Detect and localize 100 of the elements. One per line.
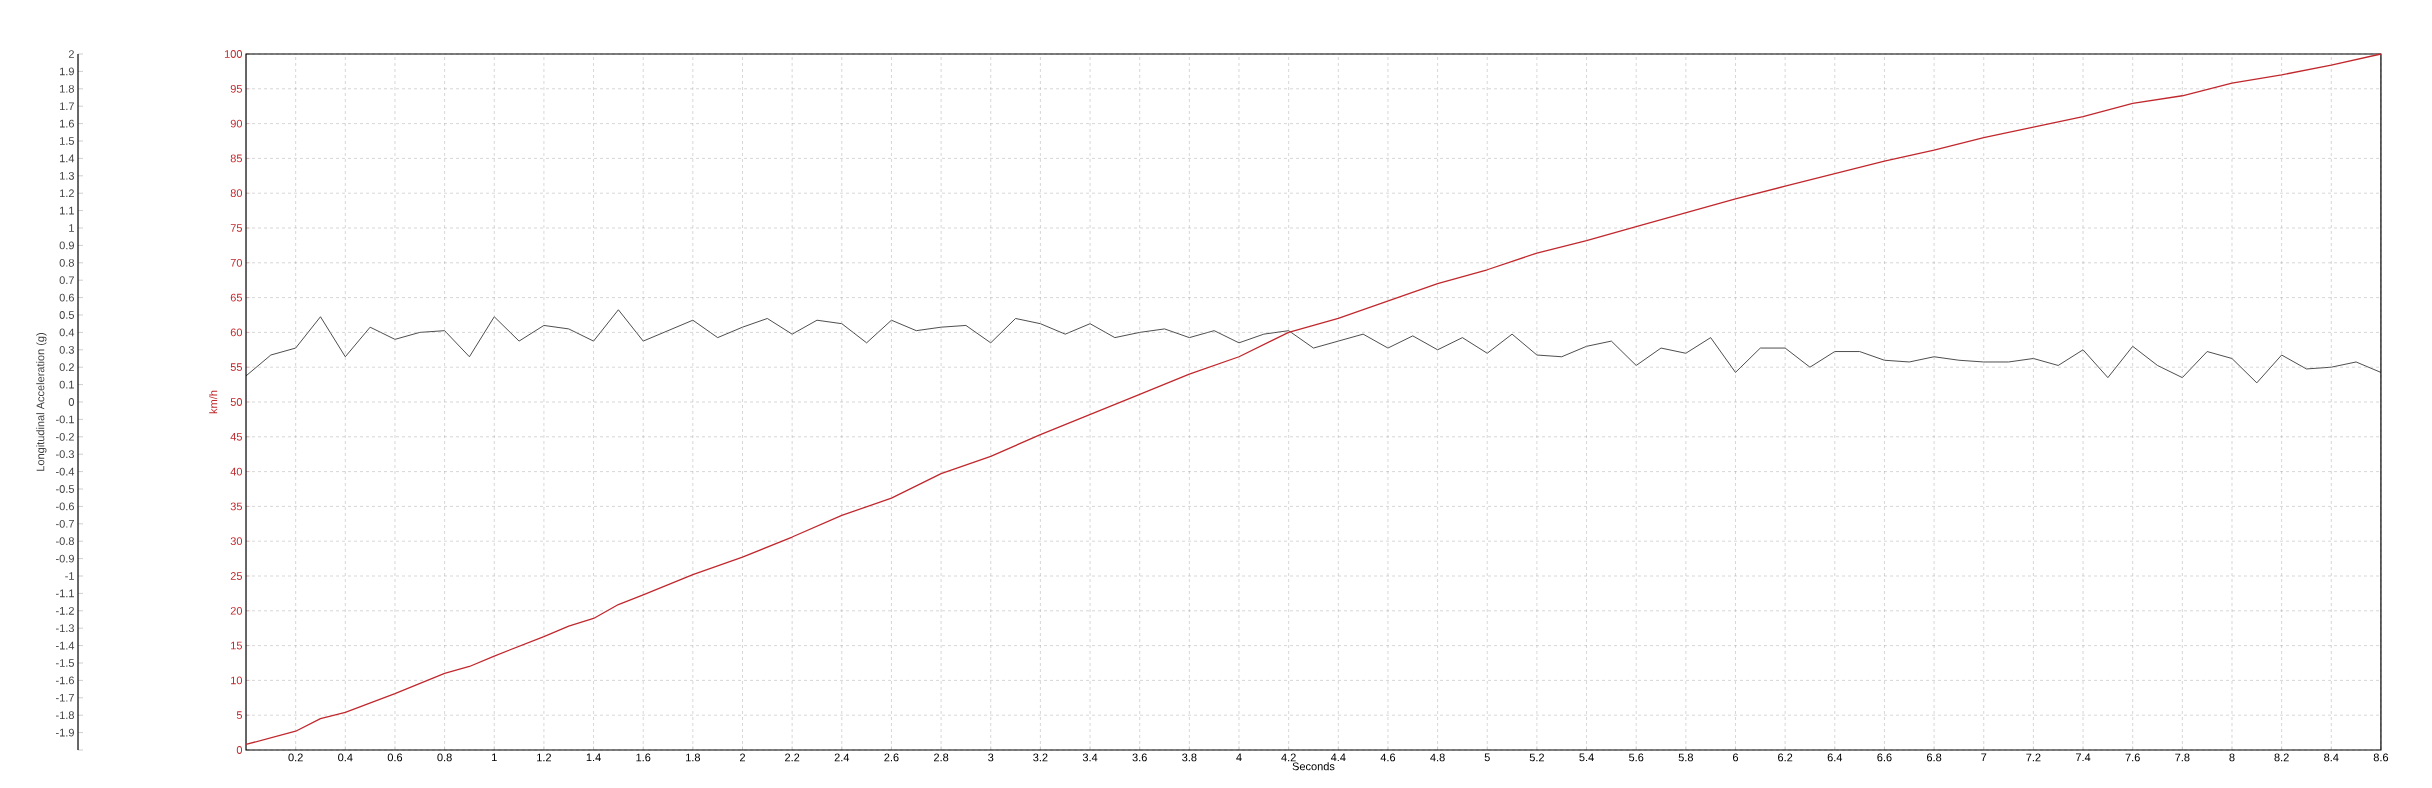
- y2-tick-label: 40: [230, 467, 243, 476]
- y2-tick-label: 80: [230, 189, 243, 198]
- x-tick-label: 2.2: [785, 753, 800, 762]
- x-tick-label: 7.2: [2026, 753, 2041, 762]
- y-tick-label: -1.1: [56, 589, 74, 598]
- y-tick-label: 0.2: [59, 363, 74, 372]
- x-tick-label: 4.4: [1330, 753, 1346, 762]
- y-tick-label: 0.7: [59, 276, 74, 285]
- y-tick-label: -1.9: [56, 728, 74, 737]
- y-tick-label: 0.8: [59, 258, 74, 267]
- x-tick-label: 7.6: [2125, 753, 2140, 762]
- x-tick-label: 2.6: [884, 753, 899, 762]
- y-tick-label: 1.7: [60, 102, 74, 110]
- y-tick-label: -0.6: [56, 502, 74, 511]
- y-tick-label: 0.9: [59, 241, 74, 250]
- y-tick-label: 1.5: [60, 137, 74, 145]
- x-tick-label: 7.4: [2075, 753, 2091, 762]
- y2-tick-label: 5: [236, 711, 243, 720]
- x-tick-label: 5.6: [1628, 753, 1644, 762]
- y-tick-label: -0.2: [56, 432, 74, 441]
- x-tick-label: 0.4: [338, 753, 353, 762]
- y2-tick-label: 10: [231, 676, 243, 685]
- x-tick-label: 3.6: [1132, 753, 1147, 762]
- y-tick-label: -0.8: [56, 537, 74, 546]
- x-tick-label: 8.2: [2274, 753, 2289, 762]
- y-tick-label: 0.3: [59, 345, 74, 354]
- x-tick-label: 4.2: [1281, 753, 1296, 762]
- x-tick-label: 4: [1236, 753, 1242, 762]
- x-axis-title: Seconds: [1292, 762, 1335, 771]
- x-tick-label: 8.4: [2324, 753, 2339, 762]
- y2-tick-label: 60: [230, 328, 243, 337]
- y2-tick-label: 25: [230, 572, 242, 580]
- y-axis-title: Longitudinal Acceleration (g): [36, 333, 47, 471]
- x-tick-label: 2: [739, 753, 746, 762]
- x-tick-label: 1.8: [686, 753, 701, 762]
- y-tick-label: 2: [68, 50, 74, 58]
- x-tick-label: 6: [1733, 753, 1739, 762]
- y2-tick-label: 45: [230, 432, 242, 441]
- y-tick-label: 0.5: [59, 311, 74, 319]
- x-tick-label: 3.2: [1033, 753, 1048, 762]
- x-tick-label: 1.6: [636, 753, 651, 762]
- x-tick-label: 3.4: [1082, 753, 1098, 762]
- y-tick-label: 1.4: [60, 154, 75, 163]
- y2-tick-label: 95: [230, 84, 242, 93]
- y-tick-label: -1.5: [56, 659, 74, 667]
- x-tick-label: 0.8: [437, 753, 452, 762]
- x-tick-label: 0.6: [387, 753, 403, 762]
- y-tick-label: -0.7: [56, 519, 74, 528]
- y-tick-label: -1.6: [56, 676, 74, 685]
- y2-axis-title: km/h: [209, 390, 218, 414]
- x-tick-label: 4.6: [1380, 753, 1396, 762]
- x-tick-label: 7: [1981, 753, 1987, 762]
- x-tick-label: 5.2: [1529, 753, 1544, 762]
- y-tick-label: -1.7: [56, 694, 74, 702]
- x-tick-label: 1.2: [537, 753, 551, 762]
- x-tick-label: 7.8: [2175, 753, 2190, 762]
- y2-tick-label: 15: [231, 641, 242, 650]
- y-tick-label: -1.8: [56, 711, 74, 720]
- y2-tick-label: 30: [230, 537, 243, 546]
- x-tick-label: 5.8: [1678, 753, 1693, 762]
- y-tick-label: 0.1: [59, 380, 74, 389]
- y2-tick-label: 85: [230, 154, 242, 163]
- y-tick-label: 1.6: [60, 119, 74, 128]
- x-tick-label: 5.4: [1579, 753, 1594, 762]
- y-tick-label: -0.5: [56, 485, 74, 493]
- y-tick-label: 1.8: [60, 84, 74, 93]
- y-tick-label: 1.2: [60, 189, 74, 198]
- y-tick-label: -0.4: [56, 467, 75, 476]
- x-tick-label: 1: [492, 753, 497, 762]
- x-tick-label: 5: [1484, 753, 1490, 762]
- y-tick-label: 0: [68, 398, 75, 406]
- y-tick-label: 1.3: [60, 171, 74, 180]
- x-tick-label: 8: [2229, 753, 2235, 762]
- x-tick-label: 2.4: [834, 753, 850, 762]
- y-tick-label: -0.3: [56, 450, 74, 459]
- line-series: [245, 309, 2382, 384]
- y2-tick-label: 0: [236, 746, 243, 754]
- y2-tick-label: 100: [224, 50, 243, 58]
- y-tick-label: -1.2: [56, 606, 74, 615]
- y-tick-label: -1.3: [56, 624, 74, 633]
- x-tick-label: 8.6: [2373, 753, 2389, 762]
- x-tick-label: 6.6: [1877, 753, 1892, 762]
- x-tick-label: 1.4: [586, 753, 601, 762]
- y2-tick-label: 70: [230, 258, 243, 267]
- x-tick-label: 3.8: [1182, 753, 1197, 762]
- x-tick-label: 6.4: [1827, 753, 1843, 762]
- x-tick-label: 2.8: [934, 753, 949, 762]
- y2-tick-label: 65: [230, 293, 242, 302]
- x-tick-label: 3: [988, 753, 994, 762]
- x-tick-label: 6.2: [1778, 753, 1793, 762]
- y-tick-label: -1: [65, 572, 74, 580]
- y-tick-label: -0.1: [56, 415, 74, 424]
- y-tick-label: 1.1: [60, 206, 74, 215]
- y2-tick-label: 75: [230, 224, 242, 232]
- x-tick-label: 6.8: [1927, 753, 1942, 762]
- y-tick-label: 0.6: [59, 293, 74, 302]
- y2-tick-label: 90: [230, 119, 243, 128]
- x-tick-label: 0.2: [288, 753, 303, 762]
- y2-tick-label: 35: [230, 502, 242, 511]
- y2-tick-label: 50: [230, 398, 243, 406]
